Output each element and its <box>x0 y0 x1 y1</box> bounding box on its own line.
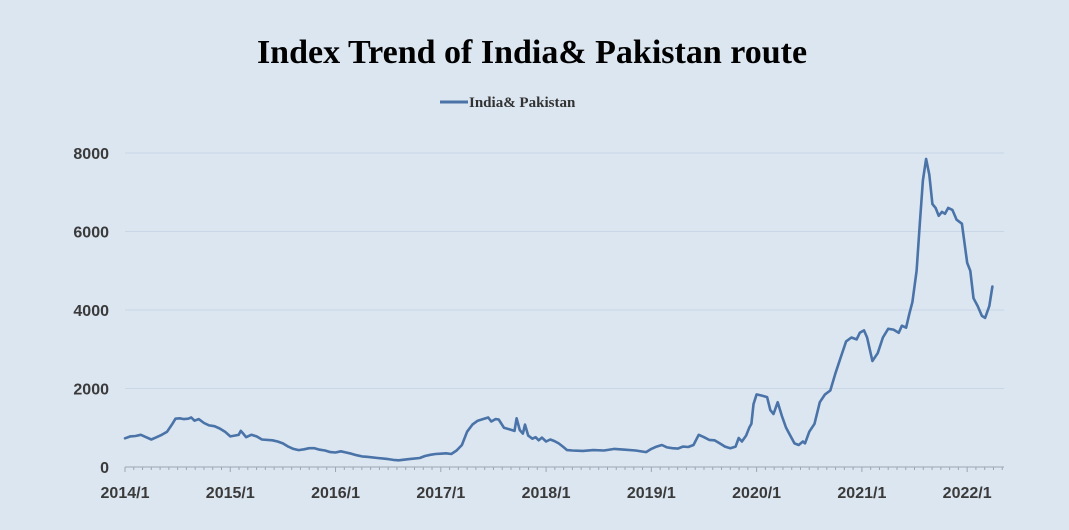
x-tick-label: 2021/1 <box>837 485 886 502</box>
y-tick-label: 4000 <box>73 303 109 320</box>
x-tick-label: 2015/1 <box>206 485 255 502</box>
y-axis-ticks: 0 2000 4000 6000 8000 <box>73 146 109 477</box>
x-tick-label: 2022/1 <box>943 485 992 502</box>
grid <box>125 152 1004 389</box>
chart-title: Index Trend of India& Pakistan route <box>257 34 807 71</box>
y-tick-label: 2000 <box>73 382 109 399</box>
x-tick-label: 2016/1 <box>311 485 360 502</box>
x-tick-label: 2020/1 <box>732 485 781 502</box>
legend-label: India& Pakistan <box>469 95 576 111</box>
x-tick-label: 2014/1 <box>101 485 150 502</box>
y-tick-label: 6000 <box>73 225 109 242</box>
series-line-india-pakistan <box>123 157 994 462</box>
y-tick-label: 0 <box>100 460 109 477</box>
y-tick-label: 8000 <box>73 146 109 163</box>
series-layer <box>123 157 994 462</box>
x-axis: 2014/1 2015/1 2016/1 2017/1 2018/1 2019/1 2020… <box>101 466 1004 502</box>
legend: India& Pakistan <box>440 95 576 111</box>
x-tick-label: 2019/1 <box>627 485 676 502</box>
x-tick-label: 2017/1 <box>416 485 465 502</box>
x-tick-label: 2018/1 <box>522 485 571 502</box>
